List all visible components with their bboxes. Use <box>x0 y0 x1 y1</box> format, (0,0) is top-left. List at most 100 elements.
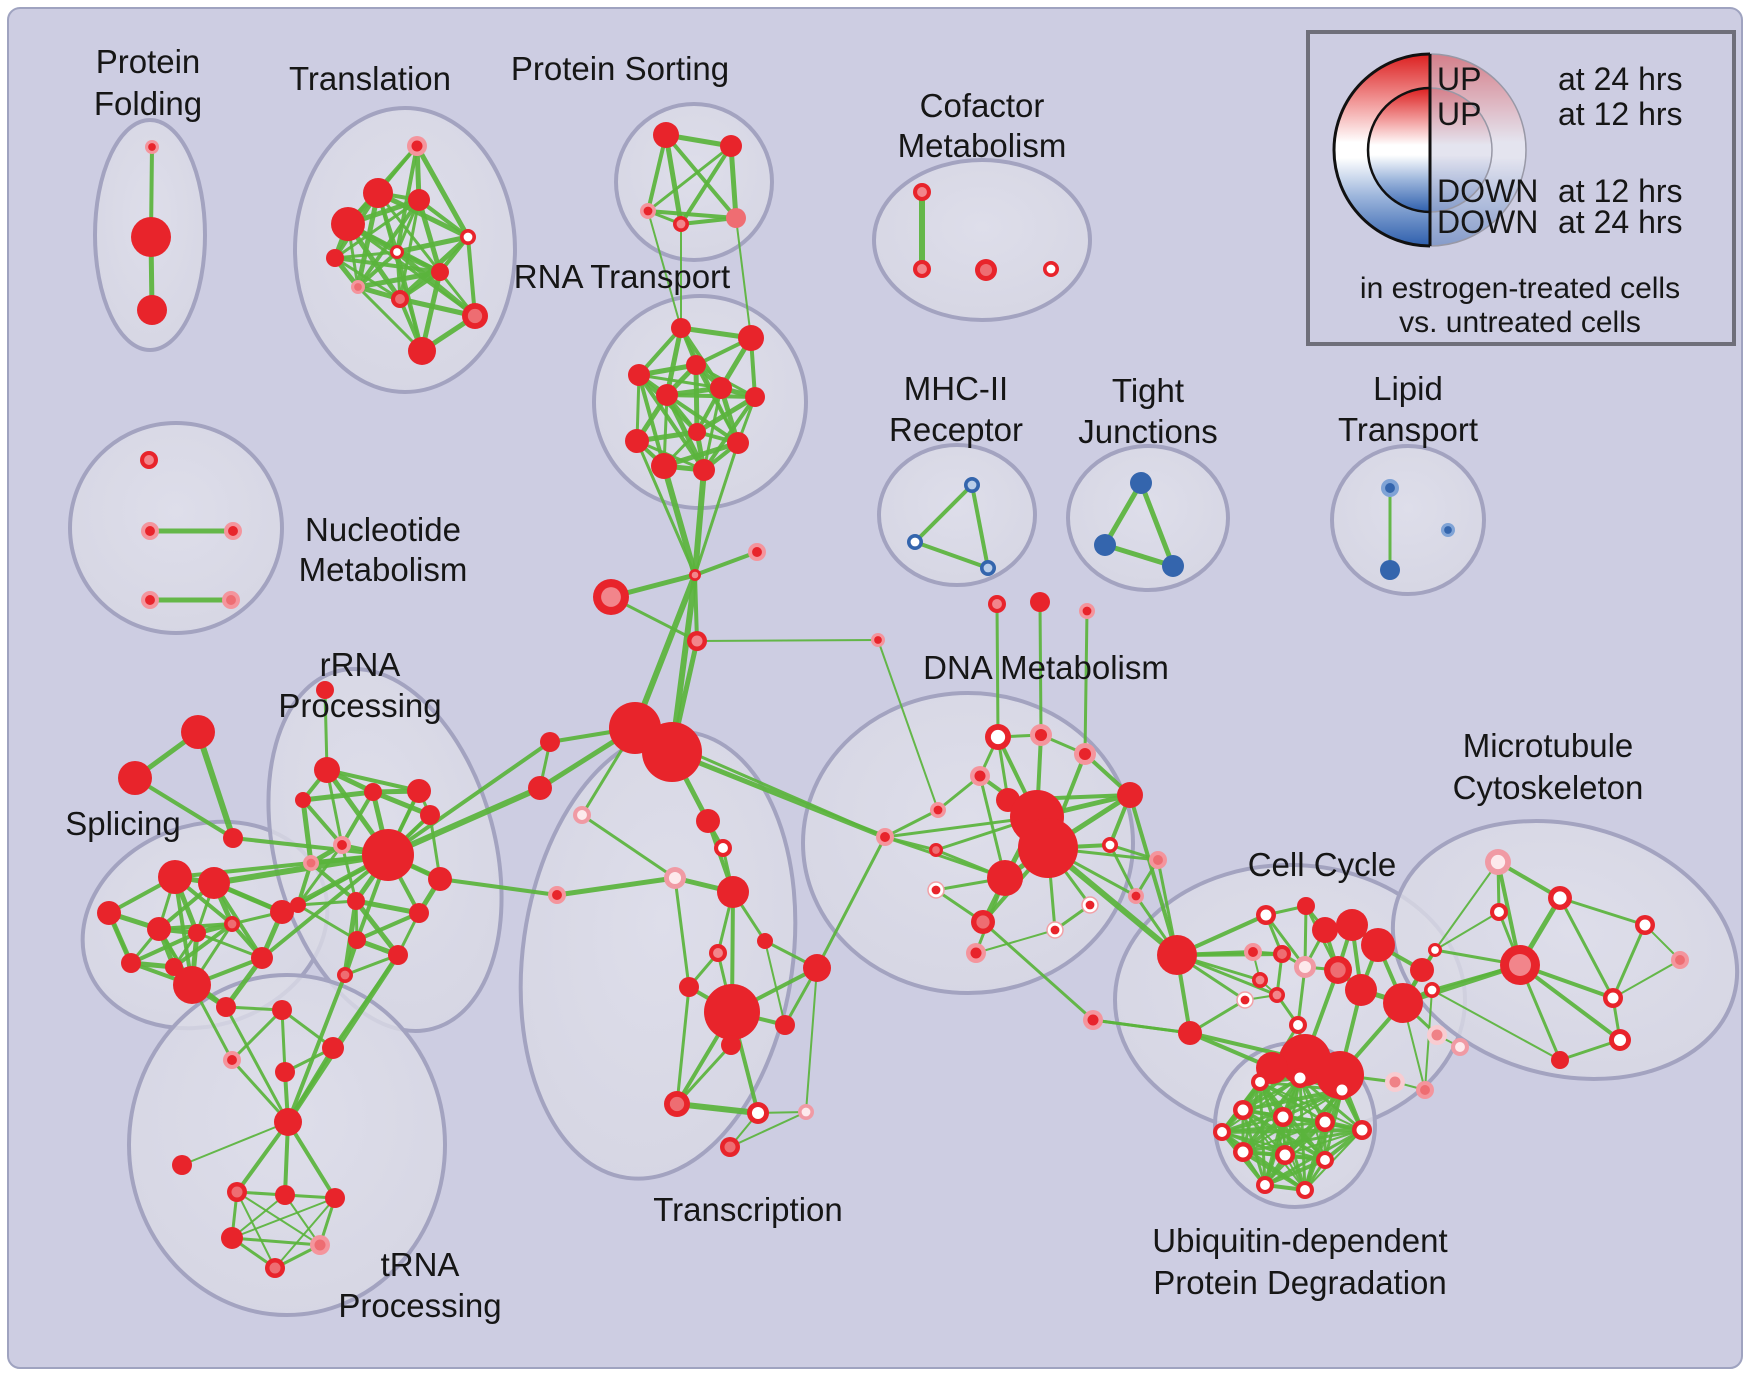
node-sp13 <box>251 947 273 969</box>
cluster-label-lt-line1: Transport <box>1338 411 1478 448</box>
node-tr8 <box>775 1015 795 1035</box>
legend-caption-1: vs. untreated cells <box>1399 306 1641 339</box>
cluster-label-mt-line1: Cytoskeleton <box>1453 769 1644 806</box>
cluster-label-tl-line0: Translation <box>289 60 451 97</box>
node-rr0 <box>314 757 340 783</box>
node-tn6 <box>227 1182 247 1202</box>
node-ub11 <box>1256 1176 1274 1194</box>
node-sp14 <box>270 900 294 924</box>
node-rr12 <box>290 897 306 913</box>
node-ub3 <box>1233 1100 1253 1120</box>
node-cc0 <box>1157 935 1197 975</box>
cluster-label-rr-line1: Processing <box>278 687 441 724</box>
node-cc25 <box>1083 1010 1103 1030</box>
node-cc10 <box>1345 974 1377 1006</box>
node-ub10 <box>1316 1151 1334 1169</box>
node-mt2 <box>1490 903 1508 921</box>
node-ps1 <box>720 135 742 157</box>
node-rt2 <box>628 364 650 386</box>
cluster-label-cc-line0: Cell Cycle <box>1248 846 1397 883</box>
node-cc20 <box>1410 958 1434 982</box>
node-rr15 <box>316 681 334 699</box>
node-ub4 <box>1273 1107 1293 1127</box>
node-nm1 <box>141 522 159 540</box>
node-rr9 <box>348 931 366 949</box>
node-cf3 <box>1043 261 1059 277</box>
cluster-label-tn-line1: Processing <box>338 1287 501 1324</box>
node-dm20 <box>1046 921 1064 939</box>
node-tl7 <box>351 280 365 294</box>
node-rr4 <box>303 855 319 871</box>
node-bk1 <box>642 722 702 782</box>
node-tl2 <box>408 189 430 211</box>
node-rr1 <box>364 783 382 801</box>
node-cc4 <box>1336 909 1368 941</box>
legend-row-1-time: at 12 hrs <box>1558 96 1683 132</box>
node-ub1 <box>1290 1068 1310 1088</box>
node-sp1 <box>118 761 152 795</box>
node-nm3 <box>141 591 159 609</box>
legend-row-3-direction: DOWN <box>1437 204 1538 240</box>
node-dm0 <box>871 633 885 647</box>
node-dm18 <box>1128 888 1144 904</box>
cluster-label-mt-line0: Microtubule <box>1463 727 1634 764</box>
node-tn0 <box>272 1000 292 1020</box>
node-tl3 <box>407 136 427 156</box>
node-dm8 <box>930 802 946 818</box>
node-cc19 <box>1383 983 1423 1023</box>
cluster-ellipse-mh <box>877 443 1037 587</box>
node-rt9 <box>727 432 749 454</box>
node-tl11 <box>326 249 344 267</box>
node-tn8 <box>325 1188 345 1208</box>
node-bk7 <box>748 543 766 561</box>
node-pf1 <box>131 217 171 257</box>
node-lt0 <box>1381 479 1399 497</box>
node-ps4 <box>726 208 746 228</box>
cluster-label-cf-line0: Cofactor <box>920 87 1045 124</box>
node-nm4 <box>222 591 240 609</box>
cluster-label-tr-line0: Transcription <box>653 1191 843 1228</box>
node-rt6 <box>745 387 765 407</box>
cluster-label-rt-line0: RNA Transport <box>514 258 730 295</box>
legend-row-0-direction: UP <box>1437 61 1481 97</box>
node-dm12 <box>1117 782 1143 808</box>
node-rr8 <box>428 867 452 891</box>
node-cc1 <box>1256 905 1276 925</box>
cluster-label-dm-line0: DNA Metabolism <box>923 649 1169 686</box>
node-rt0 <box>671 318 691 338</box>
node-ub12 <box>1296 1181 1314 1199</box>
legend-row-1-direction: UP <box>1437 96 1481 132</box>
node-sp5 <box>97 901 121 925</box>
cluster-label-mh-line0: MHC-II <box>904 370 1008 407</box>
legend-row-0-time: at 24 hrs <box>1558 61 1683 97</box>
node-mh2 <box>980 560 996 576</box>
node-dm6 <box>1074 743 1096 765</box>
node-rr3 <box>333 836 351 854</box>
node-cc5 <box>1361 928 1395 962</box>
node-sp0 <box>181 715 215 749</box>
node-rt8 <box>625 429 649 453</box>
node-sp3 <box>158 860 192 894</box>
node-tn9 <box>221 1227 243 1249</box>
legend: UP at 24 hrs UP at 12 hrs DOWN at 12 hrs DOWN a… <box>1306 30 1736 346</box>
cluster-label-ub-line0: Ubiquitin-dependent <box>1152 1222 1447 1259</box>
node-rr10 <box>388 945 408 965</box>
node-cc17 <box>1316 1051 1364 1099</box>
node-ub0 <box>1251 1073 1269 1091</box>
node-cc22 <box>1451 1038 1469 1056</box>
cluster-label-tj-line0: Tight <box>1112 372 1184 409</box>
cluster-label-nm-line0: Nucleotide <box>305 511 461 548</box>
node-cc11 <box>1252 972 1268 988</box>
node-ub2 <box>1332 1080 1352 1100</box>
cluster-label-pf-line1: Folding <box>94 85 202 122</box>
cluster-ellipse-mt <box>1390 819 1740 1081</box>
node-bk10 <box>548 886 566 904</box>
node-dm19 <box>1081 896 1099 914</box>
node-ub9 <box>1275 1145 1295 1165</box>
cluster-label-ub-line1: Protein Degradation <box>1153 1264 1447 1301</box>
cluster-label-cf-line1: Metabolism <box>898 127 1067 164</box>
node-rr2 <box>407 779 431 803</box>
node-dm4 <box>985 724 1011 750</box>
node-tr3 <box>757 933 773 949</box>
node-bk6 <box>689 569 701 581</box>
